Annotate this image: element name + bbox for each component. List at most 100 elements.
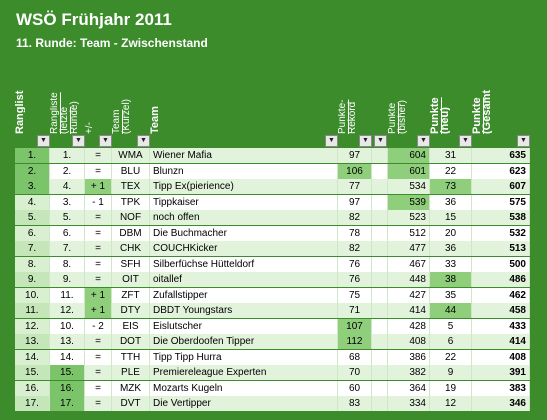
table-cell: SFH <box>112 256 150 272</box>
table-cell: DTY <box>112 303 150 318</box>
table-cell: 35 <box>430 287 472 303</box>
table-cell: 538 <box>472 210 530 225</box>
table-cell: 17. <box>50 396 85 411</box>
table-cell: 9 <box>430 365 472 380</box>
table-cell: 106 <box>338 163 372 179</box>
table-cell: = <box>85 396 112 411</box>
table-cell: 11. <box>50 287 85 303</box>
column-header-text: Rangliste (letzte Runde) <box>50 92 80 134</box>
table-cell: 17. <box>15 396 50 411</box>
table-cell: BLU <box>112 163 150 179</box>
filter-button[interactable]: ▼ <box>137 135 150 147</box>
spacer-cell <box>372 210 388 225</box>
filter-button[interactable]: ▼ <box>374 135 387 147</box>
table-cell: 458 <box>472 303 530 318</box>
table-cell: 38 <box>430 272 472 287</box>
column-header-text: Punkte-Rekord <box>338 99 358 134</box>
table-cell: 11. <box>15 303 50 318</box>
table-cell: NOF <box>112 210 150 225</box>
table-cell: 4. <box>50 179 85 194</box>
table-cell: 334 <box>388 396 430 411</box>
table-cell: 36 <box>430 241 472 256</box>
table-cell: 1. <box>50 148 85 163</box>
table-cell: MZK <box>112 380 150 396</box>
filter-button[interactable]: ▼ <box>99 135 112 147</box>
table-cell: 539 <box>388 194 430 210</box>
table-cell: Die Vertipper <box>150 396 338 411</box>
filter-button[interactable]: ▼ <box>417 135 430 147</box>
table-cell: 12 <box>430 396 472 411</box>
column-header: Rangliste <box>15 90 50 134</box>
filter-button[interactable]: ▼ <box>459 135 472 147</box>
table-cell: 13. <box>50 334 85 349</box>
table-cell: 16. <box>15 380 50 396</box>
table-cell: 382 <box>388 365 430 380</box>
filter-button[interactable]: ▼ <box>37 135 50 147</box>
table-cell: Eislutscher <box>150 318 338 334</box>
spacer-cell <box>372 334 388 349</box>
table-cell: Die Oberdoofen Tipper <box>150 334 338 349</box>
table-cell: Blunzn <box>150 163 338 179</box>
table-cell: OIT <box>112 272 150 287</box>
column-header-text: Rangliste <box>15 90 25 134</box>
table-cell: 534 <box>388 179 430 194</box>
spacer-cell <box>372 194 388 210</box>
table-cell: Silberfüchse Hütteldorf <box>150 256 338 272</box>
table-cell: + 1 <box>85 179 112 194</box>
spacer-cell <box>372 349 388 365</box>
filter-button[interactable]: ▼ <box>359 135 372 147</box>
spacer-cell <box>372 225 388 241</box>
column-header: Rangliste (letzte Runde) <box>50 92 85 134</box>
table-cell: 107 <box>338 318 372 334</box>
spacer-cell <box>372 163 388 179</box>
spacer-cell <box>372 303 388 318</box>
table-cell: 9. <box>15 272 50 287</box>
table-cell: 5. <box>15 210 50 225</box>
table-cell: 462 <box>472 287 530 303</box>
table-cell: = <box>85 241 112 256</box>
column-header: Punkte (Gesamt) <box>472 90 530 134</box>
table-cell: 82 <box>338 241 372 256</box>
table-cell: 383 <box>472 380 530 396</box>
table-cell: 20 <box>430 225 472 241</box>
table-cell: 77 <box>338 179 372 194</box>
table-cell: 3. <box>50 194 85 210</box>
table-cell: = <box>85 148 112 163</box>
table-cell: 364 <box>388 380 430 396</box>
table-cell: 6 <box>430 334 472 349</box>
table-cell: Tippkaiser <box>150 194 338 210</box>
table-cell: 635 <box>472 148 530 163</box>
spacer-cell <box>372 380 388 396</box>
table-cell: 7. <box>15 241 50 256</box>
column-header: Team <box>150 92 338 134</box>
table-cell: 8. <box>15 256 50 272</box>
table-cell: 31 <box>430 148 472 163</box>
table-cell: 97 <box>338 148 372 163</box>
table-cell: Tipp Ex(pierience) <box>150 179 338 194</box>
table-cell: 22 <box>430 163 472 179</box>
table-cell: 75 <box>338 287 372 303</box>
table-cell: oitallef <box>150 272 338 287</box>
table-cell: 512 <box>388 225 430 241</box>
table-cell: = <box>85 272 112 287</box>
table-cell: 4. <box>15 194 50 210</box>
table-cell: 76 <box>338 256 372 272</box>
filter-button[interactable]: ▼ <box>325 135 338 147</box>
table-cell: + 1 <box>85 287 112 303</box>
table-cell: noch offen <box>150 210 338 225</box>
table-cell: 3. <box>15 179 50 194</box>
table-cell: TEX <box>112 179 150 194</box>
table-cell: ZFT <box>112 287 150 303</box>
table-cell: 78 <box>338 225 372 241</box>
table-cell: 83 <box>338 396 372 411</box>
table-cell: 448 <box>388 272 430 287</box>
table-cell: 486 <box>472 272 530 287</box>
filter-button[interactable]: ▼ <box>72 135 85 147</box>
table-cell: DOT <box>112 334 150 349</box>
table-cell: 14. <box>50 349 85 365</box>
table-cell: 346 <box>472 396 530 411</box>
table-cell: Zufallstipper <box>150 287 338 303</box>
filter-button[interactable]: ▼ <box>517 135 530 147</box>
table-cell: 575 <box>472 194 530 210</box>
